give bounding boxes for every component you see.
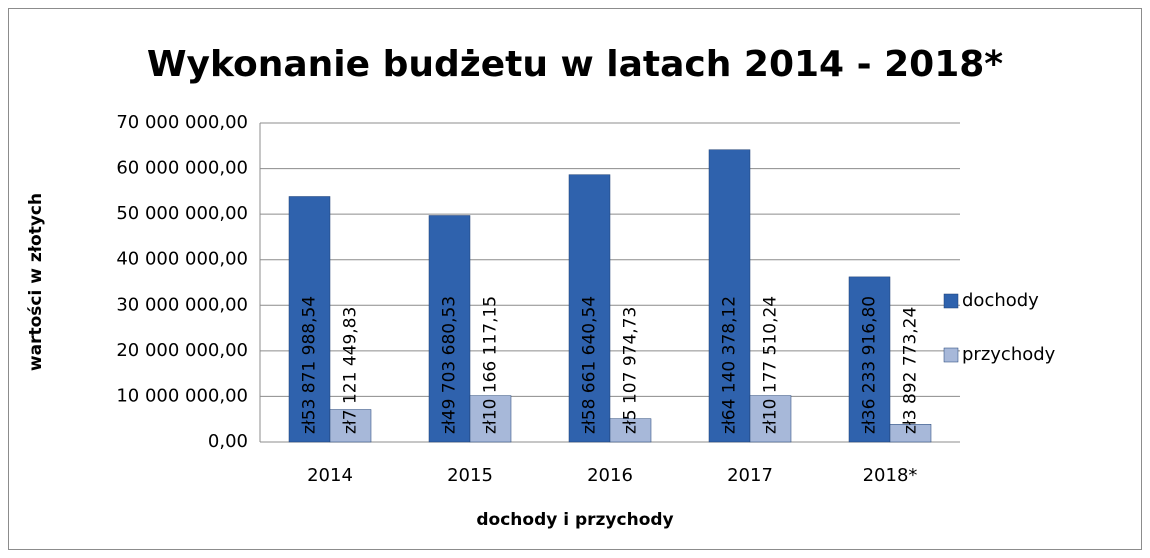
- y-tick-label: 0,00: [208, 431, 248, 452]
- value-label: zł5 107 974,73: [621, 307, 641, 434]
- y-tick-label: 70 000 000,00: [116, 112, 248, 133]
- legend-label: dochody: [962, 290, 1039, 311]
- x-tick-label: 2014: [307, 465, 353, 486]
- bar: [848, 276, 891, 443]
- y-axis-title: wartości w złotych: [26, 193, 46, 371]
- bar: [568, 174, 611, 443]
- bar: [749, 395, 792, 443]
- bar: [889, 424, 932, 443]
- x-tick-label: 2018*: [863, 465, 918, 486]
- bar: [288, 196, 331, 443]
- value-label: zł36 233 916,80: [860, 296, 880, 434]
- y-tick-label: 20 000 000,00: [116, 340, 248, 361]
- bar: [469, 395, 512, 443]
- y-tick-label: 60 000 000,00: [116, 158, 248, 179]
- bar: [708, 149, 751, 443]
- value-label: zł49 703 680,53: [440, 296, 460, 434]
- legend-label: przychody: [962, 344, 1056, 365]
- chart-title: Wykonanie budżetu w latach 2014 - 2018*: [147, 44, 1003, 85]
- value-label: zł53 871 988,54: [300, 296, 320, 434]
- value-label: zł3 892 773,24: [901, 307, 921, 434]
- y-tick-label: 40 000 000,00: [116, 249, 248, 270]
- value-label: zł64 140 378,12: [720, 296, 740, 434]
- bar: [609, 418, 652, 443]
- legend-swatch: [943, 293, 959, 309]
- value-label: zł10 177 510,24: [761, 296, 781, 434]
- bar: [329, 409, 372, 443]
- value-label: zł10 166 117,15: [481, 296, 501, 434]
- legend-swatch: [943, 347, 959, 363]
- bar: [428, 215, 471, 443]
- y-tick-label: 30 000 000,00: [116, 294, 248, 315]
- y-tick-label: 10 000 000,00: [116, 385, 248, 406]
- x-axis-title: dochody i przychody: [476, 510, 673, 530]
- value-label: zł58 661 640,54: [580, 296, 600, 434]
- x-tick-label: 2016: [587, 465, 633, 486]
- x-tick-label: 2017: [727, 465, 773, 486]
- value-label: zł7 121 449,83: [341, 307, 361, 434]
- y-tick-label: 50 000 000,00: [116, 203, 248, 224]
- x-tick-label: 2015: [447, 465, 493, 486]
